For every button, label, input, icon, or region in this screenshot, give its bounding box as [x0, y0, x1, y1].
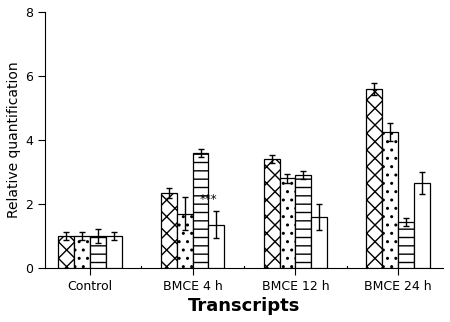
Bar: [90, 236, 106, 268]
Bar: [106, 236, 122, 268]
Bar: [161, 193, 177, 268]
Bar: [295, 175, 311, 268]
Y-axis label: Relative quantification: Relative quantification: [7, 62, 21, 218]
Bar: [264, 159, 279, 268]
Bar: [208, 225, 225, 268]
Bar: [366, 89, 382, 268]
Bar: [382, 132, 398, 268]
Text: ***: ***: [200, 193, 217, 206]
Bar: [74, 236, 90, 268]
Bar: [193, 153, 208, 268]
Bar: [58, 236, 74, 268]
Bar: [398, 222, 414, 268]
Bar: [414, 183, 430, 268]
X-axis label: Transcripts: Transcripts: [188, 297, 300, 315]
Bar: [311, 217, 327, 268]
Bar: [279, 178, 295, 268]
Bar: [177, 214, 193, 268]
